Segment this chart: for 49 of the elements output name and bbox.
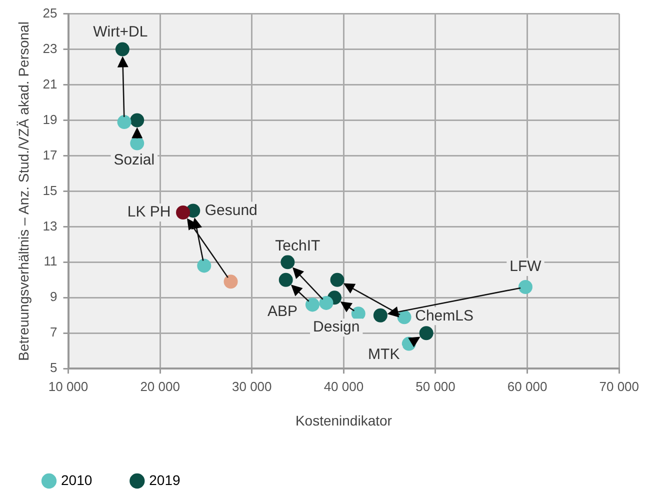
annotation: ChemLS xyxy=(415,307,474,324)
point xyxy=(419,326,434,340)
x-tick-label: 20 000 xyxy=(140,378,180,394)
x-axis-title: Kostenindikator xyxy=(295,412,392,428)
annotation: MTK xyxy=(368,346,400,363)
y-tick-label: 15 xyxy=(42,182,58,198)
point xyxy=(351,306,366,321)
annotation: Sozial xyxy=(114,151,155,168)
y-tick-label: 19 xyxy=(42,112,58,127)
point xyxy=(115,42,130,56)
point xyxy=(518,280,532,294)
x-tick-label: 30 000 xyxy=(232,378,272,394)
point xyxy=(373,308,388,322)
point xyxy=(278,272,293,287)
y-tick-label: 17 xyxy=(42,147,58,162)
point xyxy=(130,113,144,128)
point xyxy=(224,274,238,289)
point xyxy=(397,310,412,324)
annotation: LFW xyxy=(510,258,542,276)
x-tick-label: 50 000 xyxy=(416,378,456,394)
legend-label: 2010 xyxy=(61,472,92,488)
y-tick-label: 13 xyxy=(42,218,58,234)
point xyxy=(330,272,344,287)
annotation: LK PH xyxy=(127,204,171,221)
point xyxy=(197,258,212,273)
annotation: Gesund xyxy=(204,202,258,219)
y-tick-label: 9 xyxy=(50,289,58,304)
annotation: ABP xyxy=(267,302,298,320)
y-tick-label: 21 xyxy=(42,76,58,92)
y-tick-label: 23 xyxy=(42,40,58,56)
point xyxy=(176,205,190,220)
y-tick-label: 11 xyxy=(44,254,58,269)
point xyxy=(319,296,334,310)
annotation: Design xyxy=(313,318,360,336)
point xyxy=(117,115,132,130)
y-tick-label: 25 xyxy=(42,5,58,20)
x-tick-label: 40 000 xyxy=(324,378,364,394)
point xyxy=(305,298,320,312)
y-axis-title: Betreuungsverhältnis – Anz. Stud./VZÄ akad. Personal xyxy=(15,22,32,361)
x-tick-label: 10 000 xyxy=(48,378,88,394)
y-tick-label: 5 xyxy=(50,360,58,376)
annotation: TechIT xyxy=(275,237,320,254)
legend-label: 2019 xyxy=(149,472,181,488)
point xyxy=(130,136,144,150)
annotation: Wirt+DL xyxy=(93,23,148,40)
x-tick-label: 70 000 xyxy=(599,378,639,394)
y-tick-label: 7 xyxy=(50,324,58,340)
point xyxy=(280,255,295,270)
x-tick-label: 60 000 xyxy=(507,378,548,394)
